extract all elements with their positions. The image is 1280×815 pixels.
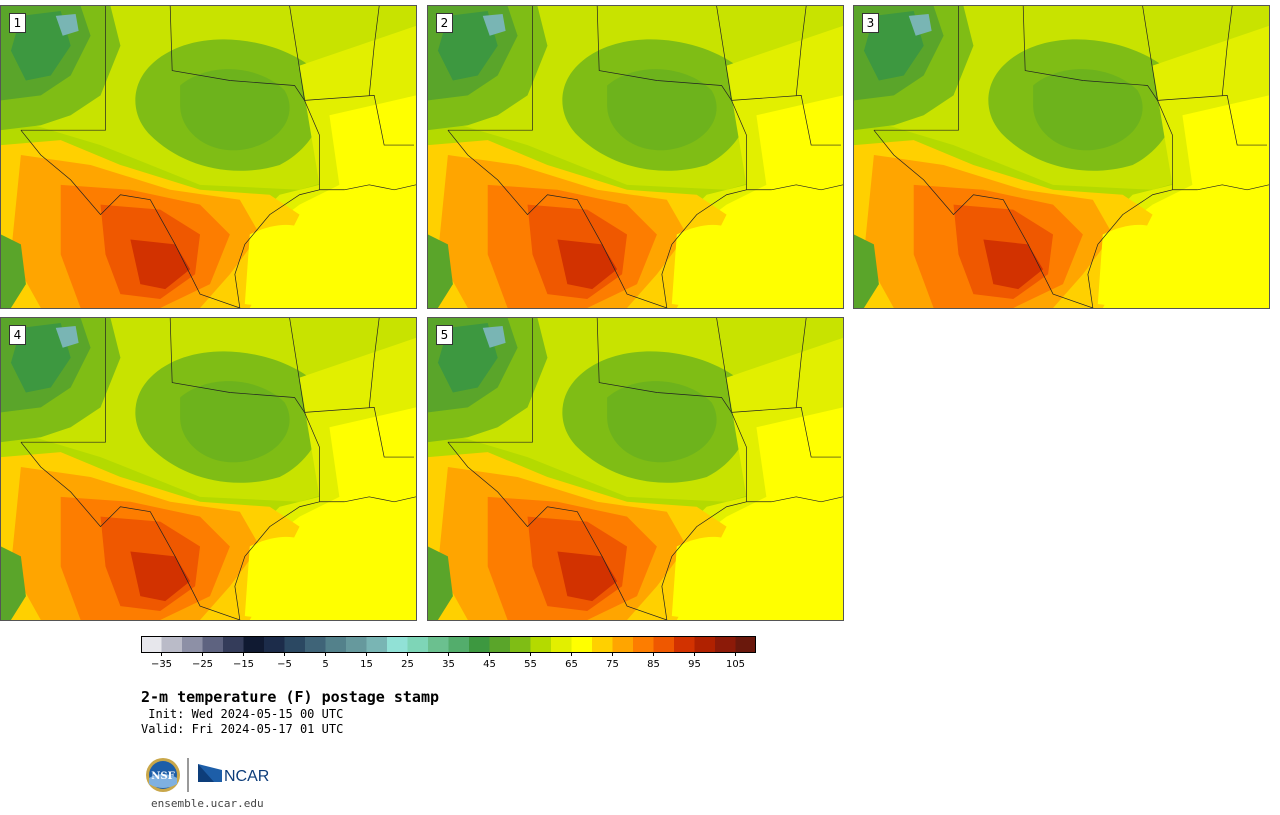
colorbar-tick-label: −5 xyxy=(277,659,292,670)
ncar-logo: NCAR xyxy=(198,764,269,785)
forecast-panel: 1 xyxy=(0,5,417,309)
plot-title: 2-m temperature (F) postage stamp xyxy=(141,688,440,706)
colorbar-swatch xyxy=(551,636,572,653)
svg-text:NCAR: NCAR xyxy=(224,768,269,785)
colorbar-swatch xyxy=(346,636,367,653)
temperature-map xyxy=(1,6,416,308)
panel-number-label: 3 xyxy=(862,13,879,33)
colorbar-tick-label: −25 xyxy=(192,659,213,670)
logos: NSF NCAR xyxy=(146,758,269,792)
colorbar-swatch xyxy=(264,636,285,653)
colorbar-swatch xyxy=(530,636,552,653)
colorbar-swatch xyxy=(141,636,162,653)
colorbar-tick-label: 75 xyxy=(606,659,619,670)
colorbar-swatch xyxy=(387,636,408,653)
valid-time: Valid: Fri 2024-05-17 01 UTC xyxy=(141,722,344,736)
colorbar-tick-label: 85 xyxy=(647,659,660,670)
colorbar-tick-label: −15 xyxy=(233,659,254,670)
colorbar-swatch xyxy=(448,636,470,653)
colorbar-swatch xyxy=(407,636,429,653)
colorbar-swatch xyxy=(510,636,531,653)
temperature-colorbar: −35−25−15−55152535455565758595105115 xyxy=(141,636,756,670)
colorbar-swatch xyxy=(694,636,716,653)
colorbar-swatch xyxy=(633,636,654,653)
colorbar-swatch xyxy=(325,636,347,653)
colorbar-border xyxy=(141,636,756,653)
colorbar-swatch xyxy=(243,636,265,653)
forecast-panel: 5 xyxy=(427,317,844,621)
panel-number-label: 1 xyxy=(9,13,26,33)
colorbar-swatch xyxy=(571,636,593,653)
panel-number-label: 2 xyxy=(436,13,453,33)
title-block: 2-m temperature (F) postage stamp Init: … xyxy=(141,688,439,737)
colorbar-swatch xyxy=(735,636,756,653)
init-time: Init: Wed 2024-05-15 00 UTC xyxy=(141,707,344,721)
colorbar-swatch xyxy=(674,636,695,653)
colorbar-tick-label: 105 xyxy=(726,659,745,670)
temperature-map xyxy=(854,6,1269,308)
colorbar-tick-label: 55 xyxy=(524,659,537,670)
panel-number-label: 4 xyxy=(9,325,26,345)
colorbar-swatch xyxy=(653,636,675,653)
colorbar-swatch xyxy=(223,636,244,653)
temperature-map xyxy=(1,318,416,620)
colorbar-swatch xyxy=(161,636,183,653)
colorbar-tick-label: 5 xyxy=(322,659,328,670)
colorbar-swatch xyxy=(428,636,449,653)
colorbar-swatch xyxy=(182,636,203,653)
colorbar-tick-label: 25 xyxy=(401,659,414,670)
nsf-logo: NSF xyxy=(146,758,180,792)
colorbar-swatch xyxy=(202,636,224,653)
colorbar-swatch xyxy=(489,636,511,653)
temperature-map xyxy=(428,318,843,620)
colorbar-swatch xyxy=(305,636,326,653)
colorbar-swatch xyxy=(366,636,388,653)
colorbar-swatch xyxy=(612,636,634,653)
panel-number-label: 5 xyxy=(436,325,453,345)
colorbar-tick-label: 65 xyxy=(565,659,578,670)
colorbar-swatch xyxy=(592,636,613,653)
svg-text:NSF: NSF xyxy=(151,771,174,782)
colorbar-tick-label: 95 xyxy=(688,659,701,670)
temperature-map xyxy=(428,6,843,308)
colorbar-tick-label: 15 xyxy=(360,659,373,670)
site-url: ensemble.ucar.edu xyxy=(151,797,264,810)
colorbar-swatch xyxy=(469,636,490,653)
forecast-panel: 2 xyxy=(427,5,844,309)
colorbar-swatch xyxy=(715,636,736,653)
colorbar-tick-label: 35 xyxy=(442,659,455,670)
colorbar-tick-label: −35 xyxy=(151,659,172,670)
colorbar-swatch xyxy=(284,636,306,653)
colorbar-tick-label: 45 xyxy=(483,659,496,670)
forecast-panel: 4 xyxy=(0,317,417,621)
forecast-panel: 3 xyxy=(853,5,1270,309)
